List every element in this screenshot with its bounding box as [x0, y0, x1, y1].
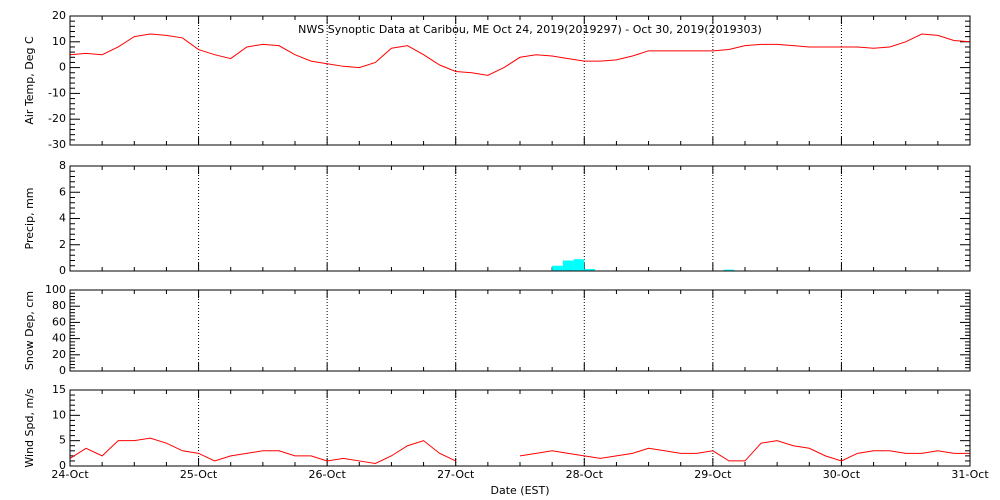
chart-title: NWS Synoptic Data at Caribou, ME Oct 24,…: [298, 23, 762, 36]
plot-frame: [69, 389, 971, 467]
y-axis-label: Air Temp, Deg C: [23, 36, 36, 125]
bar: [562, 260, 574, 271]
y-tick-label: 10: [52, 408, 66, 421]
y-tick-label: -20: [48, 112, 66, 125]
y-tick-label: -30: [48, 138, 66, 151]
y-tick-label: 20: [52, 9, 66, 22]
x-tick-label: 26-Oct: [308, 468, 346, 481]
x-tick-label: 27-Oct: [437, 468, 475, 481]
y-tick-label: 60: [52, 315, 66, 328]
y-tick-label: -10: [48, 86, 66, 99]
y-tick-label: 40: [52, 332, 66, 345]
y-tick-label: 0: [59, 459, 66, 472]
plot-frame: [69, 289, 971, 372]
y-tick-label: 100: [45, 283, 66, 296]
x-tick-label: 28-Oct: [566, 468, 604, 481]
data-line: [69, 437, 456, 464]
y-tick-label: 6: [59, 185, 66, 198]
y-axis-label: Snow Dep, cm: [23, 291, 36, 370]
x-tick-label: 31-Oct: [951, 468, 989, 481]
x-tick-label: 29-Oct: [694, 468, 732, 481]
x-axis-label: Date (EST): [490, 484, 549, 497]
plot-frame: [69, 15, 971, 146]
y-tick-label: 10: [52, 35, 66, 48]
y-tick-label: 20: [52, 348, 66, 361]
y-tick-label: 5: [59, 434, 66, 447]
bar: [584, 269, 595, 271]
x-tick-label: 30-Oct: [823, 468, 861, 481]
y-tick-label: 15: [52, 383, 66, 396]
y-tick-label: 2: [59, 238, 66, 251]
x-tick-label: 25-Oct: [180, 468, 218, 481]
y-tick-label: 0: [59, 264, 66, 277]
data-line: [69, 33, 971, 76]
bar: [723, 269, 735, 271]
y-tick-label: 80: [52, 299, 66, 312]
x-tick-label: 24-Oct: [51, 468, 89, 481]
bar: [552, 265, 563, 271]
y-axis-label: Wind Spd, m/s: [23, 388, 36, 468]
y-tick-label: 8: [59, 159, 66, 172]
plot-frame: [69, 165, 971, 272]
y-tick-label: 0: [59, 364, 66, 377]
y-tick-label: 0: [59, 61, 66, 74]
y-tick-label: 4: [59, 212, 66, 225]
data-line: [519, 440, 970, 462]
y-axis-label: Precip, mm: [23, 188, 36, 250]
bar: [573, 259, 585, 271]
